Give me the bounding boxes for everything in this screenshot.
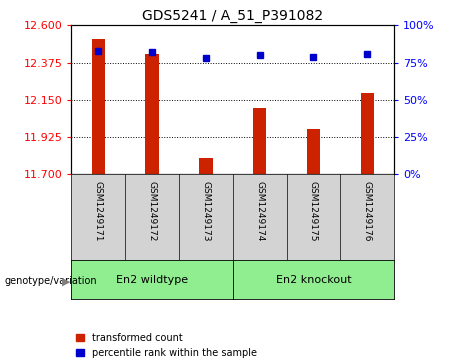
Title: GDS5241 / A_51_P391082: GDS5241 / A_51_P391082	[142, 9, 323, 23]
Text: GSM1249173: GSM1249173	[201, 181, 210, 241]
Bar	[307, 129, 320, 174]
Bar	[199, 158, 213, 174]
Text: GSM1249175: GSM1249175	[309, 181, 318, 241]
Text: genotype/variation: genotype/variation	[5, 276, 97, 286]
Text: GSM1249174: GSM1249174	[255, 181, 264, 241]
Text: En2 knockout: En2 knockout	[276, 274, 351, 285]
Text: ▶: ▶	[62, 276, 71, 286]
Bar	[361, 93, 374, 174]
Text: GSM1249172: GSM1249172	[148, 181, 157, 241]
Bar	[145, 53, 159, 174]
Legend: transformed count, percentile rank within the sample: transformed count, percentile rank withi…	[77, 333, 257, 358]
Bar	[92, 38, 105, 174]
Text: GSM1249176: GSM1249176	[363, 181, 372, 241]
Text: GSM1249171: GSM1249171	[94, 181, 103, 241]
Text: En2 wildtype: En2 wildtype	[116, 274, 188, 285]
Bar	[253, 108, 266, 174]
